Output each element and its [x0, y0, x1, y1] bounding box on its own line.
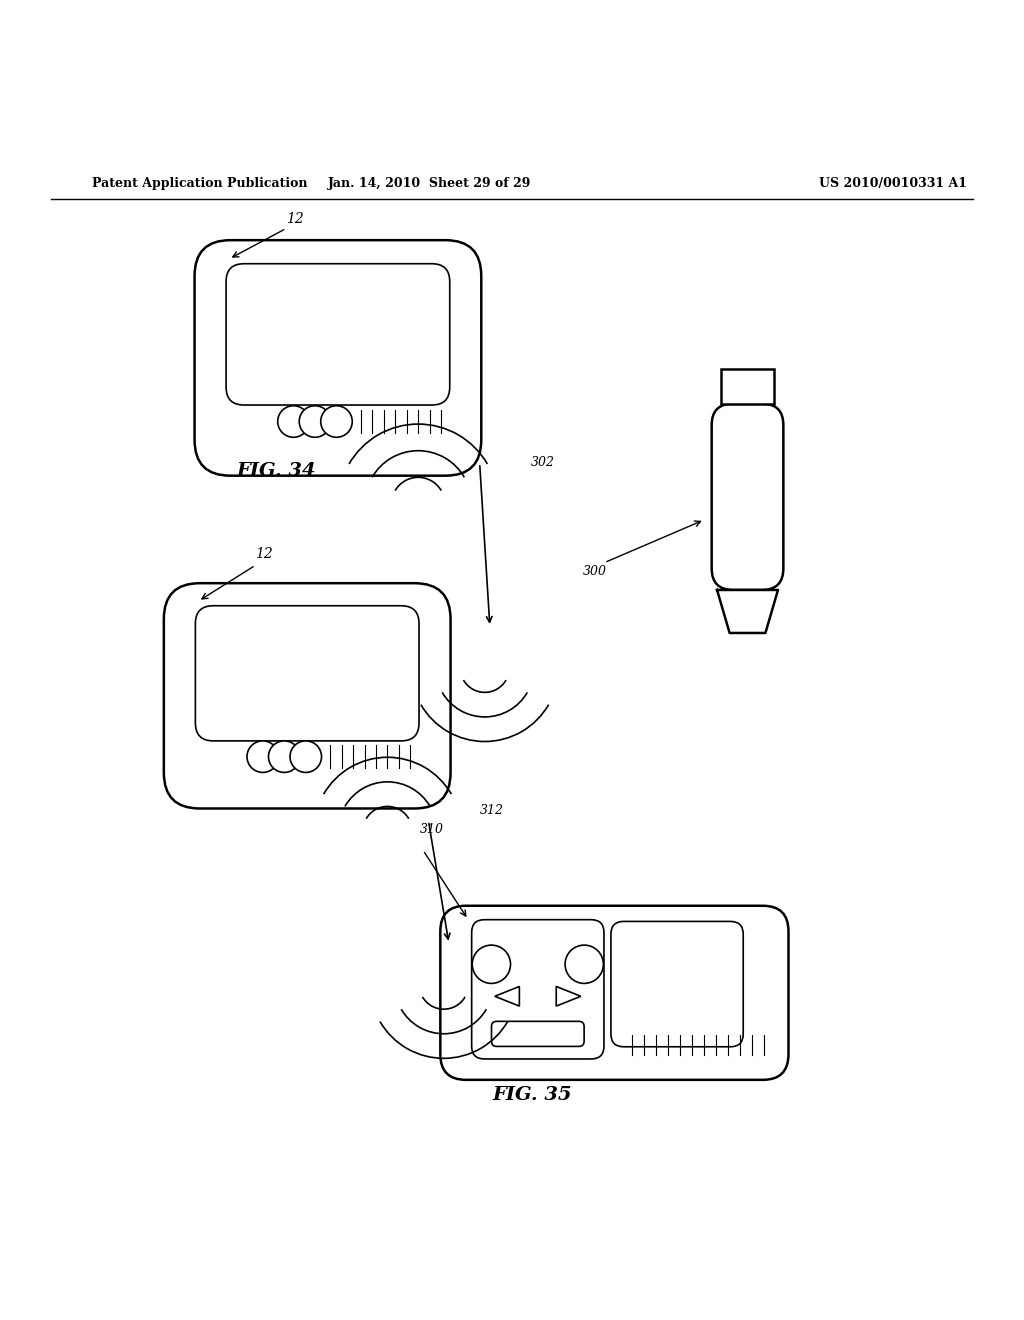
Circle shape — [268, 741, 300, 772]
FancyBboxPatch shape — [164, 583, 451, 808]
FancyBboxPatch shape — [492, 1022, 584, 1047]
Circle shape — [278, 405, 309, 437]
Circle shape — [247, 741, 279, 772]
Circle shape — [472, 945, 511, 983]
FancyBboxPatch shape — [712, 404, 783, 590]
Polygon shape — [556, 986, 581, 1006]
FancyBboxPatch shape — [440, 906, 788, 1080]
FancyBboxPatch shape — [195, 240, 481, 475]
Polygon shape — [495, 986, 519, 1006]
Text: 312: 312 — [479, 804, 504, 817]
Text: Jan. 14, 2010  Sheet 29 of 29: Jan. 14, 2010 Sheet 29 of 29 — [329, 177, 531, 190]
Text: 310: 310 — [420, 824, 443, 836]
Text: FIG. 35: FIG. 35 — [493, 1086, 572, 1105]
Circle shape — [290, 741, 322, 772]
Circle shape — [299, 405, 331, 437]
Circle shape — [321, 405, 352, 437]
FancyBboxPatch shape — [226, 264, 450, 405]
Text: Patent Application Publication: Patent Application Publication — [92, 177, 307, 190]
Bar — [721, 370, 774, 404]
Text: 12: 12 — [255, 546, 273, 561]
FancyBboxPatch shape — [472, 920, 604, 1059]
Text: FIG. 34: FIG. 34 — [237, 462, 316, 479]
Circle shape — [565, 945, 603, 983]
FancyBboxPatch shape — [196, 606, 419, 741]
Text: 302: 302 — [530, 457, 555, 470]
Text: 12: 12 — [286, 213, 304, 226]
FancyBboxPatch shape — [611, 921, 743, 1047]
Polygon shape — [717, 590, 778, 634]
Text: 300: 300 — [583, 565, 606, 578]
Text: US 2010/0010331 A1: US 2010/0010331 A1 — [819, 177, 968, 190]
